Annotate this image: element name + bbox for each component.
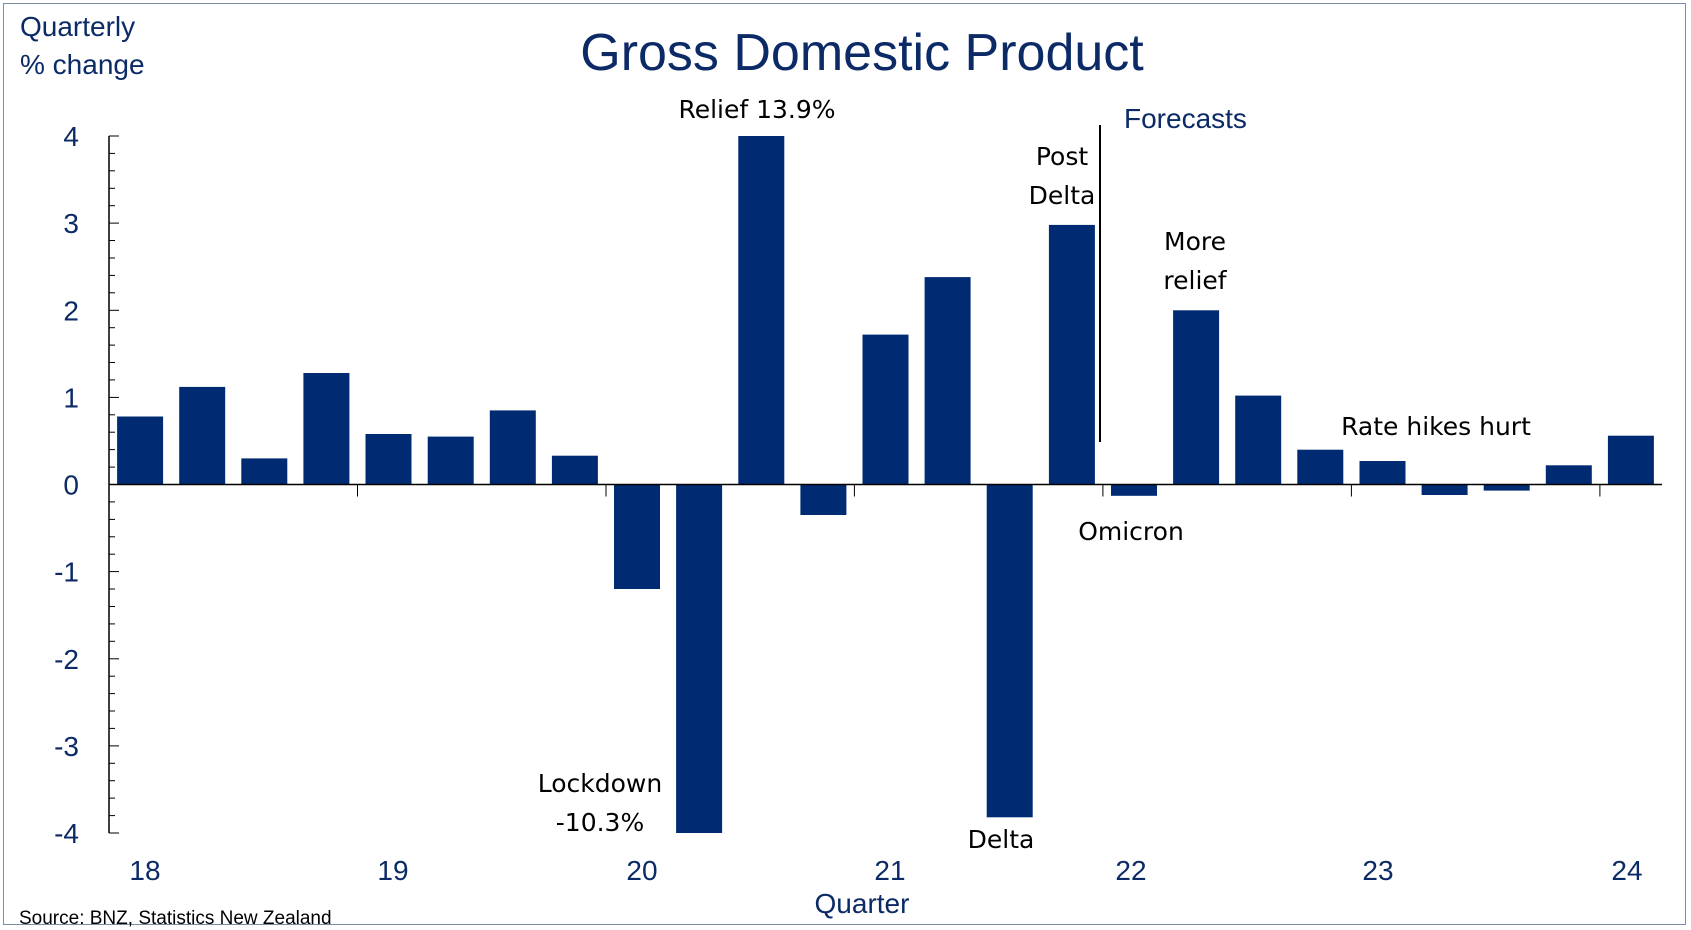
bar-10 — [738, 136, 785, 485]
x-year-label: 20 — [626, 855, 657, 886]
bar-18 — [1235, 395, 1282, 485]
annotation-delta: Delta — [968, 825, 1035, 854]
annotation-post-delta-line-1: Post — [1036, 142, 1089, 171]
axes-group — [108, 135, 1662, 834]
bar-4 — [365, 434, 412, 485]
bar-0 — [117, 416, 164, 485]
y-axis-label-line-1: Quarterly — [20, 11, 135, 42]
bar-13 — [924, 277, 971, 485]
y-tick-label: 3 — [63, 208, 79, 239]
y-tick-label: -3 — [54, 731, 79, 762]
annotation-more-relief-line-2: relief — [1163, 266, 1227, 295]
bar-8 — [614, 484, 660, 589]
bar-11 — [800, 484, 847, 515]
y-tick-label: -2 — [54, 644, 79, 675]
bar-9 — [676, 484, 723, 833]
annotation-lockdown-line-2: -10.3% — [556, 808, 644, 837]
bar-5 — [427, 436, 474, 485]
y-tick-label: -1 — [54, 557, 79, 588]
y-tick-label: 1 — [63, 382, 79, 413]
bars-group — [117, 136, 1654, 833]
bar-21 — [1421, 484, 1468, 495]
chart-title: Gross Domestic Product — [580, 24, 1144, 82]
bar-3 — [303, 373, 350, 485]
source-note: Source: BNZ, Statistics New Zealand — [19, 908, 332, 929]
x-year-label: 19 — [377, 855, 408, 886]
x-year-labels: 18 19 20 21 22 23 24 — [129, 855, 1642, 886]
y-axis-label-line-2: % change — [20, 49, 145, 80]
bar-16 — [1111, 484, 1157, 496]
bar-1 — [179, 386, 226, 485]
bar-23 — [1545, 465, 1592, 485]
bar-17 — [1173, 310, 1220, 485]
x-axis-label: Quarter — [815, 888, 910, 919]
x-year-label: 21 — [874, 855, 905, 886]
bar-24 — [1607, 435, 1654, 485]
forecast-label: Forecasts — [1124, 103, 1247, 134]
annotation-rate-hikes: Rate hikes hurt — [1341, 412, 1531, 441]
annotation-post-delta-line-2: Delta — [1029, 181, 1096, 210]
y-tick-labels: 4 3 2 1 0 -1 -2 -3 -4 — [54, 121, 79, 849]
x-year-label: 18 — [129, 855, 160, 886]
bar-12 — [862, 334, 909, 485]
x-year-label: 24 — [1611, 855, 1642, 886]
bar-2 — [241, 458, 288, 485]
x-year-label: 22 — [1115, 855, 1146, 886]
bar-6 — [489, 410, 536, 485]
bar-22 — [1483, 484, 1530, 491]
y-tick-label: 2 — [63, 295, 79, 326]
annotation-relief: Relief 13.9% — [678, 95, 835, 124]
bar-19 — [1297, 449, 1344, 485]
annotation-lockdown-line-1: Lockdown — [538, 769, 662, 798]
y-tick-label: -4 — [54, 818, 79, 849]
bar-14 — [986, 484, 1033, 818]
y-tick-label: 4 — [63, 121, 79, 152]
bar-15 — [1048, 224, 1095, 485]
bar-20 — [1359, 461, 1406, 485]
bar-7 — [551, 455, 598, 485]
annotation-more-relief-line-1: More — [1164, 227, 1226, 256]
annotation-omicron: Omicron — [1078, 517, 1184, 546]
y-tick-label: 0 — [63, 470, 79, 501]
x-year-label: 23 — [1362, 855, 1393, 886]
